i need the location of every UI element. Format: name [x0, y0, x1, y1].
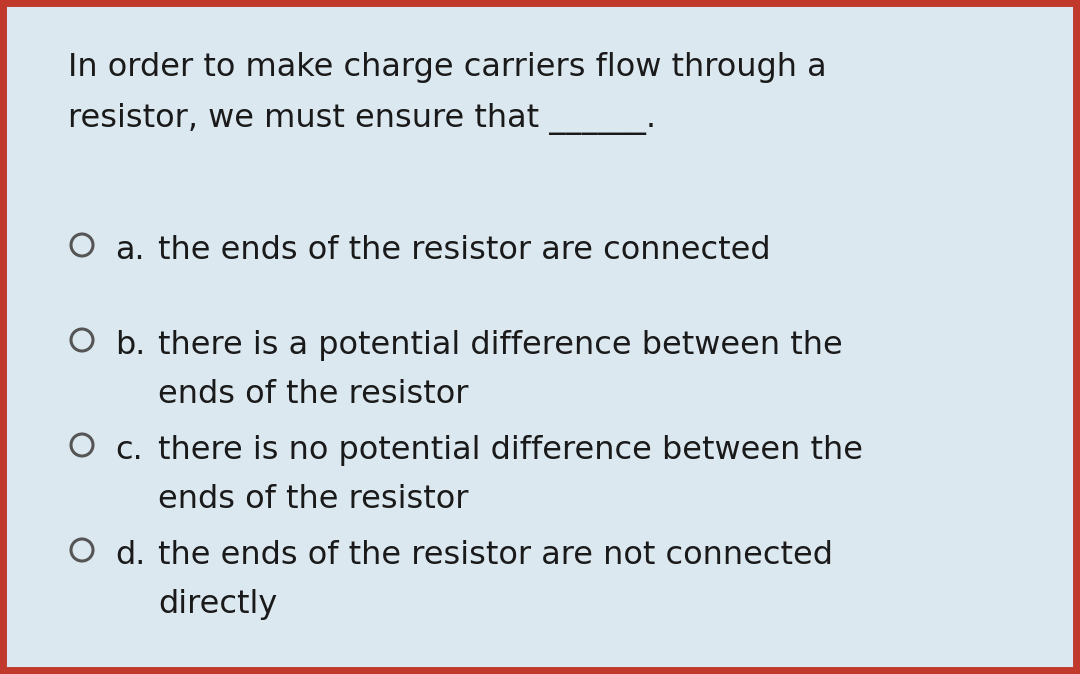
- Text: resistor, we must ensure that ______.: resistor, we must ensure that ______.: [68, 103, 657, 135]
- Text: ends of the resistor: ends of the resistor: [158, 379, 469, 410]
- Text: c.: c.: [114, 435, 143, 466]
- Text: the ends of the resistor are not connected: the ends of the resistor are not connect…: [158, 540, 833, 571]
- Text: ends of the resistor: ends of the resistor: [158, 485, 469, 516]
- Text: the ends of the resistor are connected: the ends of the resistor are connected: [158, 235, 771, 266]
- Circle shape: [71, 434, 93, 456]
- Circle shape: [71, 329, 93, 351]
- Text: In order to make charge carriers flow through a: In order to make charge carriers flow th…: [68, 52, 826, 83]
- Circle shape: [71, 539, 93, 561]
- Text: d.: d.: [114, 540, 146, 571]
- Text: there is a potential difference between the: there is a potential difference between …: [158, 330, 842, 361]
- Text: a.: a.: [114, 235, 145, 266]
- Text: there is no potential difference between the: there is no potential difference between…: [158, 435, 863, 466]
- Text: b.: b.: [114, 330, 146, 361]
- Circle shape: [71, 234, 93, 256]
- Text: directly: directly: [158, 589, 278, 620]
